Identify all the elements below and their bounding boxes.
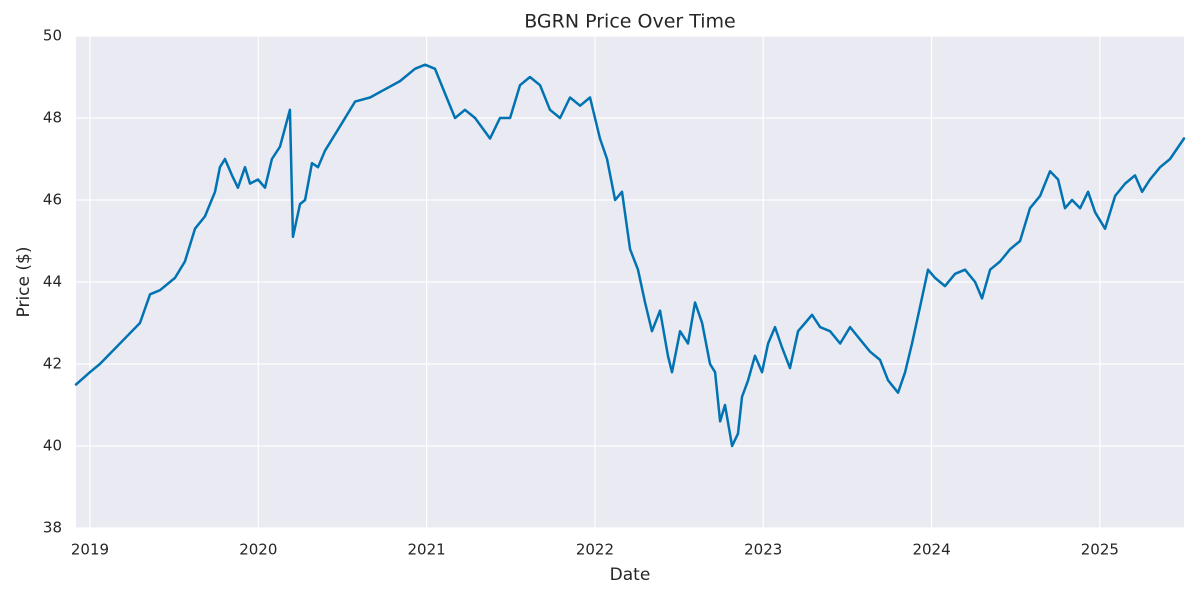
y-axis-label: Price ($) (14, 247, 34, 318)
y-tick-label: 46 (43, 191, 62, 209)
x-tick-label: 2024 (912, 541, 950, 559)
x-axis-label: Date (610, 565, 651, 585)
x-tick-label: 2020 (239, 541, 277, 559)
y-tick-label: 48 (43, 109, 62, 127)
price-line (74, 63, 1186, 448)
labels: 38 40 42 44 46 48 50 2019 2020 2021 2022 2023 2024 20… (43, 27, 1119, 559)
x-tick-label: 2025 (1081, 541, 1119, 559)
grid (76, 35, 1184, 529)
y-tick-label: 42 (43, 355, 62, 373)
x-tick-label: 2022 (576, 541, 614, 559)
y-tick-label: 44 (43, 273, 62, 291)
x-tick-label: 2019 (71, 541, 109, 559)
y-tick-label: 38 (43, 519, 62, 537)
marks (74, 63, 1186, 448)
y-tick-label: 50 (43, 27, 62, 45)
y-tick-label: 40 (43, 437, 62, 455)
x-tick-label: 2023 (744, 541, 782, 559)
x-tick-label: 2021 (408, 541, 446, 559)
chart-title: BGRN Price Over Time (524, 11, 736, 33)
